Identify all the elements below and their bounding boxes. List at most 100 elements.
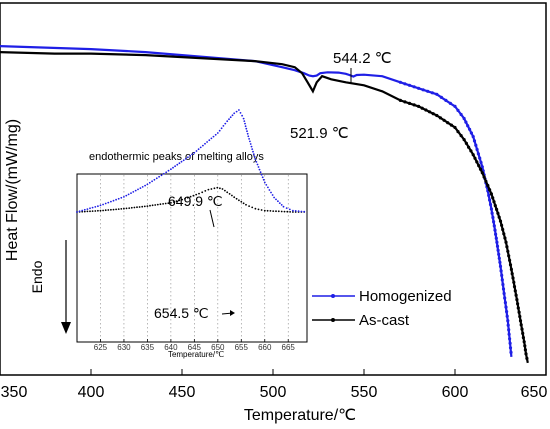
main-x-tick-label-600: 600 (442, 384, 469, 401)
inset-series-dot-as-cast (277, 210, 280, 213)
inset-series-dot-homogenized (120, 196, 123, 199)
inset-series-dot-homogenized (115, 198, 117, 201)
inset-series-dot-as-cast (141, 205, 144, 208)
series-marker-homogenized (444, 98, 448, 102)
inset-x-axis-title: Temperature/℃ (168, 350, 224, 359)
series-marker-homogenized (479, 160, 483, 165)
series-marker-homogenized (499, 269, 503, 273)
series-marker-as-cast (398, 98, 402, 102)
inset-series-dot-homogenized (195, 150, 198, 152)
inset-series-dot-homogenized (256, 163, 259, 166)
inset-series-dot-homogenized (258, 168, 261, 171)
series-marker-homogenized (435, 92, 439, 96)
inset-series-dot-as-cast (133, 206, 136, 209)
series-marker-homogenized (497, 256, 501, 260)
inset-series-dot-homogenized (151, 180, 154, 183)
inset-series-dot-as-cast (143, 205, 146, 208)
inset-series-dot-as-cast (195, 193, 198, 196)
inset-series-dot-as-cast (149, 204, 151, 207)
inset-series-dot-as-cast (216, 186, 219, 189)
series-marker-as-cast (471, 153, 475, 157)
endo-arrowhead (61, 322, 71, 334)
inset-series-dot-homogenized (239, 112, 242, 114)
series-marker-as-cast (525, 356, 529, 360)
inset-series-dot-homogenized (78, 210, 81, 213)
series-marker-homogenized (464, 120, 468, 124)
series-marker-as-cast (486, 183, 490, 188)
series-marker-homogenized (488, 198, 492, 202)
inset-series-dot-homogenized (246, 130, 248, 133)
series-marker-as-cast (489, 192, 493, 196)
series-marker-as-cast (518, 319, 523, 323)
inset-series-dot-as-cast (89, 210, 91, 213)
inset-series-dot-homogenized (180, 160, 183, 163)
inset-series-dot-homogenized (252, 150, 254, 153)
inset-series-dot-homogenized (257, 166, 260, 168)
series-marker-homogenized (506, 323, 510, 327)
series-marker-homogenized (456, 108, 460, 112)
legend-marker-as-cast (331, 318, 335, 322)
inset-x-tick-label-650: 650 (211, 343, 225, 352)
legend: Homogenized As-cast (312, 288, 452, 329)
main-x-ticks: 350 400 450 500 550 600 650 (0, 369, 547, 401)
inset-series-dot-homogenized (252, 153, 255, 156)
inset-series-dot-as-cast (221, 188, 224, 190)
inset-series-dot-as-cast (159, 203, 162, 206)
series-marker-homogenized (453, 104, 457, 108)
inset-x-ticks: 625 630 635 640 645 650 655 660 665 (94, 339, 295, 352)
series-marker-as-cast (507, 254, 511, 258)
inset-annotation-649-9-arrow (209, 209, 215, 228)
inset-series-dot-as-cast (115, 208, 117, 211)
inset-series-dot-homogenized (265, 184, 268, 186)
series-marker-homogenized (505, 310, 509, 314)
inset-series-dot-as-cast (112, 208, 115, 211)
inset-series-dot-homogenized (206, 141, 209, 143)
inset-series-dot-as-cast (184, 197, 186, 200)
series-marker-as-cast (446, 121, 450, 125)
inset-series-dot-as-cast (289, 211, 291, 213)
inset-series-dot-homogenized (202, 144, 204, 147)
series-marker-as-cast (524, 352, 528, 356)
inset-series-dot-homogenized (255, 161, 258, 163)
series-marker-as-cast (427, 110, 432, 114)
inset-series-dot-homogenized (249, 143, 252, 145)
series-marker-as-cast (484, 179, 488, 183)
inset-series-dot-homogenized (254, 158, 257, 161)
series-marker-as-cast (462, 138, 466, 142)
legend-marker-homogenized (331, 294, 335, 298)
series-marker-homogenized (488, 202, 493, 207)
series-marker-as-cast (420, 106, 424, 110)
inset-series-dot-homogenized (235, 110, 238, 113)
series-marker-homogenized (503, 296, 507, 300)
inset-series-dot-as-cast (260, 209, 263, 211)
main-series-group (0, 45, 529, 364)
series-marker-as-cast (453, 125, 457, 130)
series-marker-as-cast (510, 272, 514, 276)
series-marker-homogenized (498, 264, 503, 268)
series-marker-homogenized (500, 273, 504, 277)
series-marker-as-cast (497, 215, 501, 219)
series-marker-as-cast (464, 141, 468, 145)
series-marker-homogenized (475, 147, 479, 152)
series-marker-as-cast (496, 211, 500, 215)
series-marker-as-cast (442, 118, 446, 122)
main-x-tick-label-350: 350 (1, 384, 28, 401)
series-marker-homogenized (480, 165, 484, 169)
annotation-521-9: 521.9 ℃ (290, 125, 349, 142)
series-marker-homogenized (472, 139, 477, 143)
inset-series-dot-as-cast (269, 210, 272, 212)
series-marker-homogenized (496, 248, 500, 252)
inset-series-dot-homogenized (117, 197, 120, 200)
inset-series-dot-homogenized (273, 196, 275, 199)
inset-series-dot-homogenized (141, 186, 144, 188)
inset-series-dot-homogenized (218, 129, 221, 132)
inset-series-dot-homogenized (110, 200, 112, 203)
x-axis-title: Temperature/℃ (244, 407, 356, 424)
series-marker-homogenized (507, 328, 511, 332)
series-marker-as-cast (469, 149, 473, 153)
series-marker-homogenized (398, 80, 402, 84)
series-marker-homogenized (478, 156, 482, 160)
endo-label: Endo (29, 260, 45, 293)
inset-series-dot-homogenized (76, 211, 78, 213)
